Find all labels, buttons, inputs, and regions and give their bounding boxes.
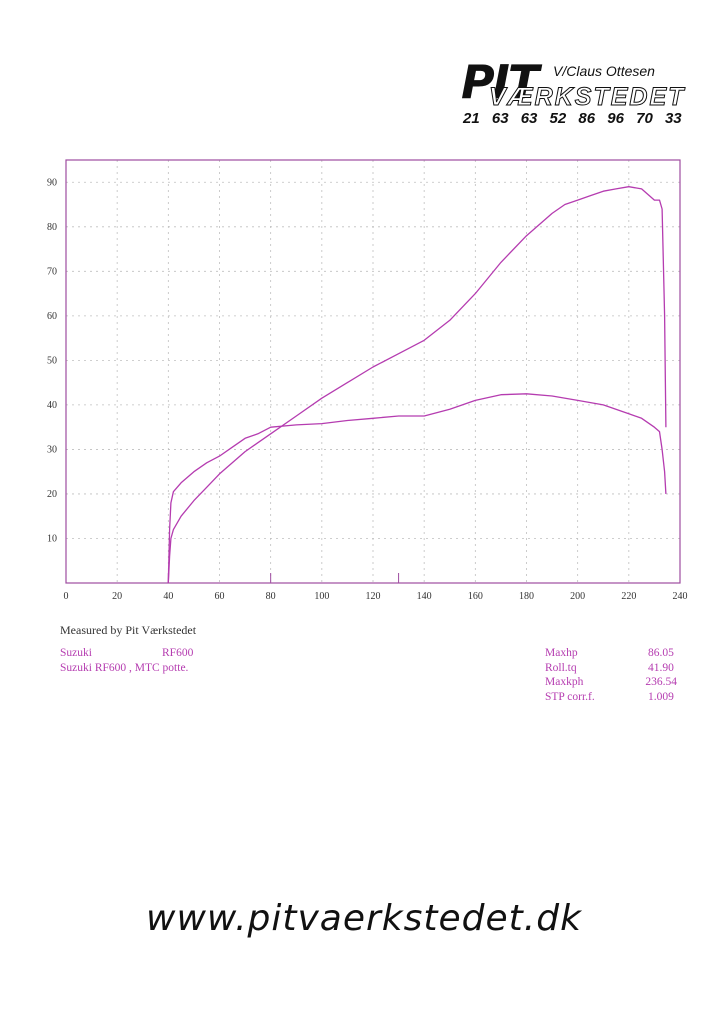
y-tick-label: 30 <box>47 444 57 455</box>
chart-ticks: 0 20 40 60 80 100 120 140 160 180 200 220 240 10 20 30 4… <box>47 177 688 602</box>
stat-row-stp: STP corr.f. 1.009 <box>545 690 677 705</box>
stat-value: 1.009 <box>648 690 674 703</box>
chart-grid <box>65 159 681 584</box>
x-tick-label: 140 <box>417 591 432 602</box>
x-tick-label: 220 <box>621 591 636 602</box>
x-tick-label: 180 <box>519 591 534 602</box>
stat-row-rolltq: Roll.tq 41.90 <box>545 661 677 676</box>
stat-label: Roll.tq <box>545 661 577 674</box>
y-tick-label: 20 <box>47 489 57 500</box>
stat-row-maxkph: Maxkph 236.54 <box>545 675 677 690</box>
y-tick-label: 60 <box>47 311 57 322</box>
vehicle-row: Suzuki RF600 <box>60 646 193 661</box>
x-tick-label: 0 <box>64 591 69 602</box>
y-tick-label: 10 <box>47 533 57 544</box>
vehicle-model: RF600 <box>162 647 194 659</box>
y-tick-label: 40 <box>47 400 57 411</box>
x-tick-label: 160 <box>468 591 483 602</box>
dyno-chart: 0 20 40 60 80 100 120 140 160 180 200 220 240 10 20 30 4… <box>47 159 688 602</box>
stat-label: Maxhp <box>545 647 578 659</box>
shop-logo: PIT V/Claus Ottesen VÆRKSTEDET 21 63 63 … <box>455 55 684 130</box>
x-tick-label: 240 <box>673 591 688 602</box>
logo-phone-numbers: 21 63 63 52 86 96 70 33 <box>463 110 682 127</box>
logo-owner: V/Claus Ottesen <box>553 63 655 79</box>
vehicle-info: Suzuki RF600 Suzuki RF600 , MTC potte. <box>60 646 193 676</box>
x-tick-label: 100 <box>314 591 329 602</box>
series-line-1 <box>167 186 667 584</box>
chart-lines <box>167 186 667 584</box>
x-tick-label: 80 <box>266 591 276 602</box>
website-url: www.pitvaerkstedet.dk <box>146 898 582 939</box>
stat-row-maxhp: Maxhp 86.05 <box>545 646 677 661</box>
measured-by-note: Measured by Pit Værkstedet <box>60 623 197 637</box>
stat-value: 86.05 <box>648 647 674 659</box>
stat-value: 236.54 <box>645 676 677 689</box>
x-tick-label: 200 <box>570 591 585 602</box>
y-tick-label: 70 <box>47 266 57 277</box>
series-line-2 <box>167 393 667 584</box>
vehicle-description: Suzuki RF600 , MTC potte. <box>60 662 189 674</box>
plot-frame <box>65 159 681 584</box>
logo-brand: PIT <box>461 55 539 109</box>
x-tick-label: 60 <box>215 591 225 602</box>
x-tick-label: 120 <box>366 591 381 602</box>
logo-shop-name: VÆRKSTEDET <box>488 83 686 112</box>
stat-label: STP corr.f. <box>545 690 595 703</box>
y-tick-label: 50 <box>47 355 57 366</box>
x-tick-label: 40 <box>163 591 173 602</box>
x-tick-label: 20 <box>112 591 122 602</box>
y-tick-label: 90 <box>47 177 57 188</box>
stat-value: 41.90 <box>648 661 674 674</box>
vehicle-make: Suzuki <box>60 647 92 659</box>
stat-label: Maxkph <box>545 676 584 689</box>
result-stats: Maxhp 86.05 Roll.tq 41.90 Maxkph 236.54 STP… <box>545 646 677 704</box>
y-tick-label: 80 <box>47 222 57 233</box>
